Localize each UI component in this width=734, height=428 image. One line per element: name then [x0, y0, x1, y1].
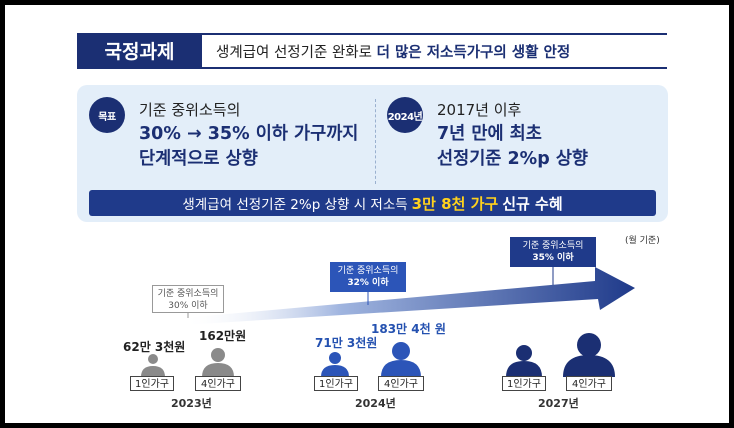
goal-line2: 30% → 35% 이하 가구까지	[139, 124, 359, 144]
infographic-card: 국정과제 생계급여 선정기준 완화로 더 많은 저소득가구의 생활 안정 목표 …	[5, 5, 729, 423]
year-2023: 2023년	[171, 397, 212, 410]
stage-2023-label: 기준 중위소득의 30% 이하	[152, 285, 224, 313]
stage-2027-label1: 기준 중위소득의	[522, 241, 584, 251]
goal-divider	[375, 99, 376, 184]
tag-2027-1: 1인가구	[502, 376, 546, 391]
since-badge: 2024년	[387, 97, 423, 133]
header-badge: 국정과제	[77, 32, 202, 69]
header-text-plain: 생계급여 선정기준 완화로	[216, 44, 377, 61]
tag-2024-4: 4인가구	[378, 376, 424, 391]
amount-2024-4: 183만 4천 원	[371, 322, 446, 336]
stage-2024-label1: 기준 중위소득의	[337, 266, 399, 276]
since-line1: 2017년 이후	[437, 101, 522, 119]
person-2023-4-icon	[202, 348, 234, 377]
header-text: 생계급여 선정기준 완화로 더 많은 저소득가구의 생활 안정	[216, 41, 570, 62]
growth-arrow	[183, 267, 635, 325]
tag-2027-4: 4인가구	[566, 376, 612, 391]
stage-2023-label1: 기준 중위소득의	[157, 289, 219, 299]
goal-line1: 기준 중위소득의	[139, 101, 241, 119]
year-2024: 2024년	[355, 397, 396, 410]
stage-2027-label2: 35% 이하	[532, 253, 574, 263]
unit-note: (월 기준)	[625, 236, 660, 246]
banner-bold: 신규 수혜	[502, 194, 563, 213]
stage-2024-label: 기준 중위소득의 32% 이하	[330, 262, 406, 292]
person-2027-4-icon	[563, 333, 615, 377]
tag-2024-1: 1인가구	[314, 376, 358, 391]
since-line2: 7년 만에 최초	[437, 124, 542, 144]
stage-2024-label2: 32% 이하	[347, 278, 389, 288]
tag-2023-4: 4인가구	[195, 376, 241, 391]
banner-highlight: 3만 8천 가구	[411, 194, 499, 213]
since-line3: 선정기준 2%p 상향	[437, 149, 589, 169]
person-2024-1-icon	[321, 352, 349, 377]
header-text-bold: 더 많은 저소득가구의 생활 안정	[376, 44, 571, 61]
amount-2024-1: 71만 3천원	[315, 336, 378, 350]
timeline-graphic	[141, 267, 635, 377]
person-2023-1-icon	[141, 354, 165, 377]
header-bar: 국정과제 생계급여 선정기준 완화로 더 많은 저소득가구의 생활 안정	[77, 32, 667, 69]
goal-badge: 목표	[89, 97, 125, 133]
benefit-banner: 생계급여 선정기준 2%p 상향 시 저소득 3만 8천 가구 신규 수혜	[89, 190, 656, 216]
banner-plain: 생계급여 선정기준 2%p 상향 시 저소득	[182, 197, 408, 213]
year-2027: 2027년	[538, 397, 579, 410]
tag-2023-1: 1인가구	[130, 376, 174, 391]
stage-2027-label: 기준 중위소득의 35% 이하	[510, 237, 596, 267]
amount-2023-1: 62만 3천원	[123, 340, 186, 354]
person-2027-1-icon	[506, 345, 542, 377]
stage-2023-label2: 30% 이하	[168, 301, 208, 311]
goal-line3: 단계적으로 상향	[139, 149, 258, 169]
person-2024-4-icon	[381, 342, 421, 377]
goal-box: 목표 기준 중위소득의 30% → 35% 이하 가구까지 단계적으로 상향 2…	[77, 85, 668, 222]
amount-2023-4: 162만원	[199, 329, 247, 343]
